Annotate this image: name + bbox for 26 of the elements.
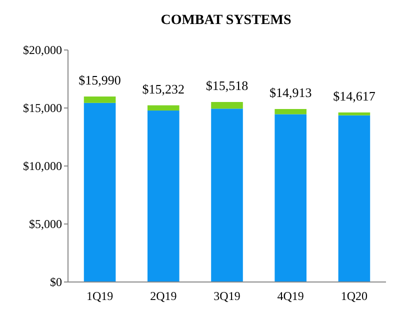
bar — [148, 105, 180, 111]
bar — [274, 114, 306, 282]
bar — [274, 109, 306, 114]
total-label: $15,518 — [206, 78, 248, 93]
bar — [211, 102, 243, 109]
x-tick-label: 1Q19 — [86, 289, 114, 303]
y-tick-label: $15,000 — [23, 101, 62, 116]
bar — [84, 102, 116, 282]
y-tick-label: $0 — [50, 275, 62, 290]
bar — [148, 110, 180, 282]
y-tick-label: $20,000 — [23, 43, 62, 58]
bar — [338, 115, 370, 282]
x-tick-label: 4Q19 — [277, 289, 304, 303]
x-tick-label: 3Q19 — [214, 289, 240, 303]
y-tick-label: $10,000 — [23, 159, 62, 174]
chart-title: COMBAT SYSTEMS — [160, 13, 292, 28]
x-tick-label: 2Q19 — [150, 289, 177, 303]
bar — [211, 108, 243, 282]
bar — [338, 112, 370, 116]
total-label: $14,913 — [269, 85, 312, 100]
bar — [84, 96, 116, 103]
total-label: $15,990 — [78, 72, 121, 88]
x-tick-label: 1Q20 — [340, 289, 368, 303]
total-label: $15,232 — [142, 81, 185, 96]
total-label: $14,617 — [333, 88, 376, 104]
y-tick-label: $5,000 — [29, 217, 62, 232]
